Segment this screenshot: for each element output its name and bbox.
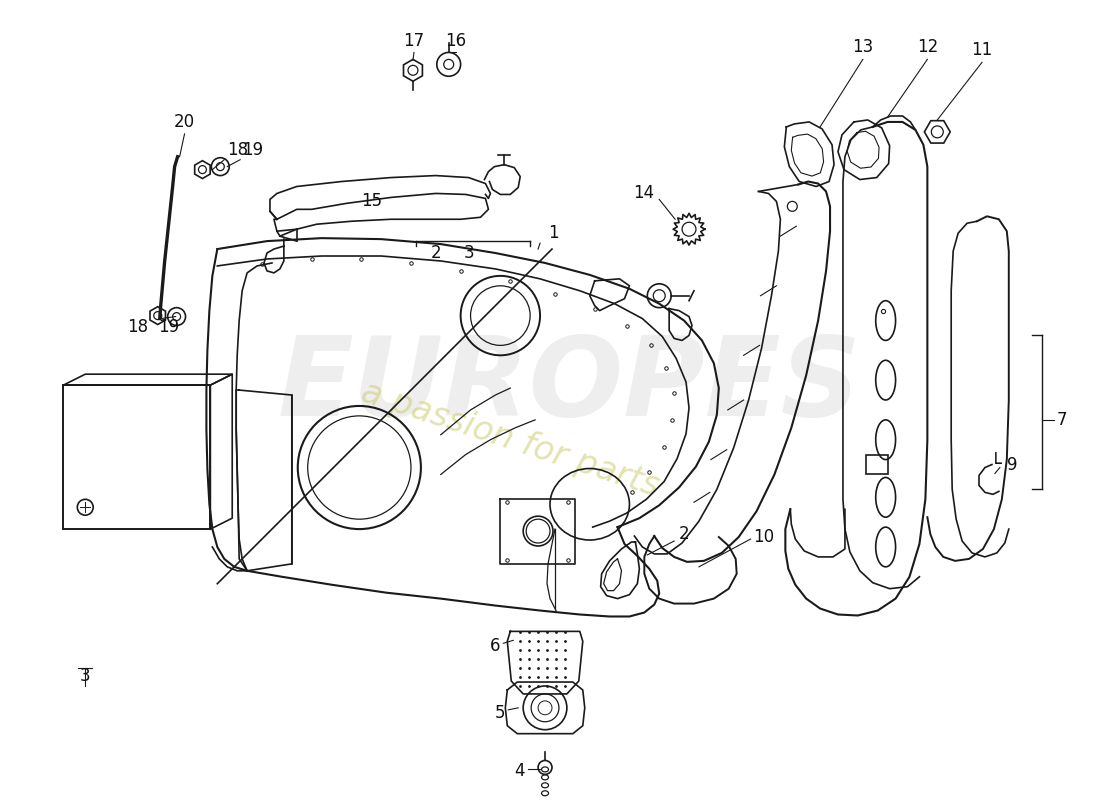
Text: 3: 3 [463, 244, 474, 262]
Text: 10: 10 [754, 528, 774, 546]
Text: 9: 9 [1006, 455, 1018, 474]
Text: 13: 13 [852, 38, 873, 57]
Text: └: └ [990, 455, 1002, 474]
Text: 7: 7 [1056, 411, 1067, 429]
Bar [866, 454, 888, 474]
Text: 14: 14 [634, 185, 654, 202]
Text: 19: 19 [242, 141, 263, 158]
Text: 19: 19 [157, 318, 179, 335]
Text: 6: 6 [490, 638, 500, 655]
Text: a passion for parts: a passion for parts [358, 376, 663, 503]
Text: 3: 3 [80, 667, 90, 685]
Text: 16: 16 [446, 31, 466, 50]
Text: 11: 11 [971, 42, 992, 59]
Text: 4: 4 [515, 762, 525, 781]
Text: EUROPES: EUROPES [278, 332, 861, 438]
Text: 15: 15 [361, 192, 382, 210]
Text: 5: 5 [495, 704, 505, 722]
Text: 2: 2 [430, 244, 441, 262]
Text: 18: 18 [228, 141, 249, 158]
Text: 18: 18 [128, 318, 148, 335]
Text: 20: 20 [174, 113, 195, 131]
Text: 12: 12 [916, 38, 938, 57]
Text: 2: 2 [679, 525, 690, 543]
Bar [64, 385, 210, 529]
Text: 17: 17 [404, 31, 425, 50]
Text: 1: 1 [548, 224, 559, 242]
